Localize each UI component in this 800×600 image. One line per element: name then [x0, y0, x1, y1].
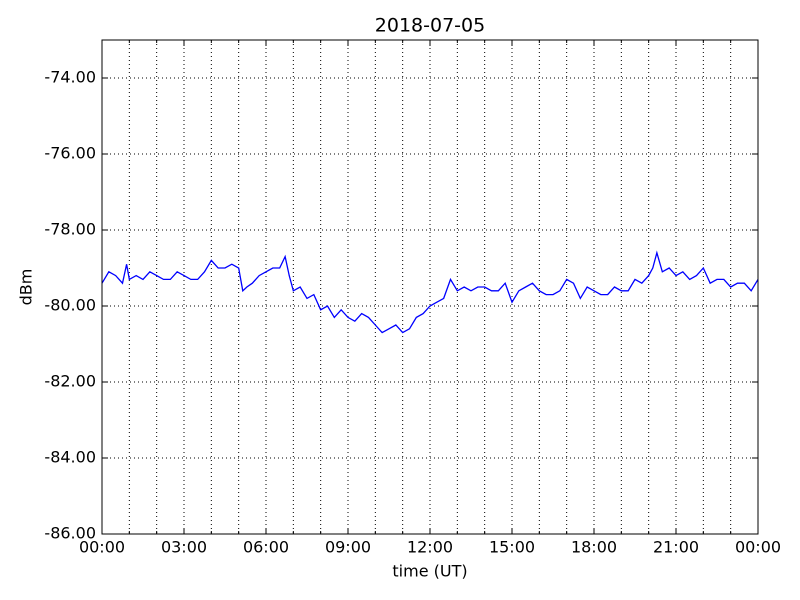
data-line	[101, 250, 759, 334]
x-tick-label: 03:00	[161, 538, 207, 557]
x-tick-label: 18:00	[571, 538, 617, 557]
y-tick-label: -74.00	[44, 68, 96, 87]
x-tick-label: 12:00	[407, 538, 453, 557]
y-axis-label: dBm	[17, 269, 36, 306]
y-tick-label: -84.00	[44, 448, 96, 467]
x-tick-label: 00:00	[735, 538, 781, 557]
x-tick-label: 15:00	[489, 538, 535, 557]
x-tick-label: 00:00	[79, 538, 125, 557]
y-tick-label: -78.00	[44, 220, 96, 239]
chart-title: 2018-07-05	[375, 15, 485, 37]
x-tick-label: 06:00	[243, 538, 289, 557]
x-axis-label: time (UT)	[392, 562, 467, 581]
y-tick-label: -86.00	[44, 524, 96, 543]
y-tick-label: -80.00	[44, 296, 96, 315]
y-tick-label: -76.00	[44, 144, 96, 163]
x-tick-label: 09:00	[325, 538, 371, 557]
y-tick-label: -82.00	[44, 372, 96, 391]
plot-frame	[101, 39, 759, 535]
x-tick-label: 21:00	[653, 538, 699, 557]
